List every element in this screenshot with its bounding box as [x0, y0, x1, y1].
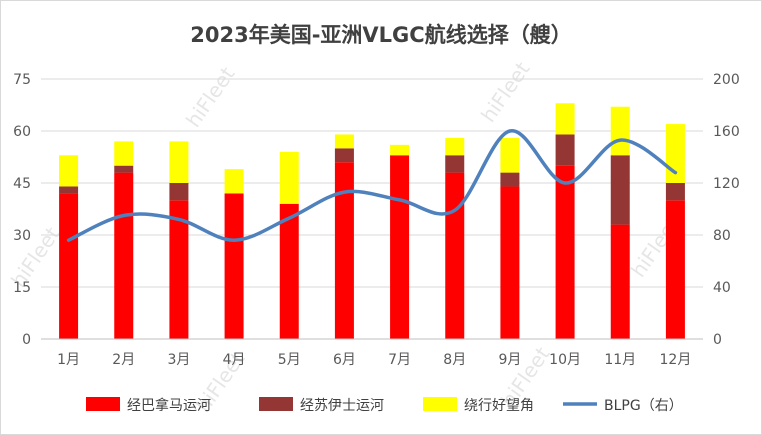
x-tick-label: 8月 — [443, 352, 466, 368]
y-right-tick-label: 80 — [713, 228, 731, 244]
y-left-tick-label: 15 — [13, 280, 31, 296]
legend-label: BLPG（右） — [604, 398, 683, 414]
y-left-tick-label: 0 — [22, 332, 31, 348]
bar-segment — [610, 155, 630, 225]
bar-segment — [500, 186, 520, 339]
y-left-tick-label: 45 — [13, 176, 31, 192]
bar-segment — [279, 151, 299, 204]
bar-segment — [445, 172, 465, 339]
x-tick-label: 12月 — [660, 352, 692, 368]
bar-segment — [500, 137, 520, 173]
y-right-tick-label: 0 — [713, 332, 722, 348]
y-left-tick-label: 60 — [13, 124, 31, 140]
x-tick-label: 3月 — [167, 352, 190, 368]
bar-segment — [224, 193, 244, 339]
legend: 经巴拿马运河 经苏伊士运河 绕行好望角 BLPG（右） — [86, 397, 683, 414]
bar-segment — [224, 169, 244, 194]
bar-segment — [114, 165, 134, 173]
bar-segment — [169, 183, 189, 201]
x-tick-label: 6月 — [333, 352, 356, 368]
bar-segment — [665, 183, 685, 201]
bar-segment — [334, 148, 354, 163]
x-tick-label: 11月 — [604, 352, 636, 368]
legend-label: 绕行好望角 — [464, 398, 534, 414]
bar-segment — [114, 172, 134, 339]
y-left-tick-label: 75 — [13, 72, 31, 88]
y-right-tick-label: 160 — [713, 124, 740, 140]
x-tick-label: 9月 — [498, 352, 521, 368]
bar-segment — [59, 186, 79, 194]
bar-segment — [334, 134, 354, 149]
bar-segment — [334, 162, 354, 339]
bar-segment — [555, 103, 575, 135]
bar-segment — [665, 200, 685, 339]
grid-layer — [41, 78, 703, 340]
x-tick-label: 7月 — [388, 352, 411, 368]
legend-label: 经苏伊士运河 — [300, 398, 384, 414]
bar-segment — [59, 193, 79, 339]
bar-segment — [169, 200, 189, 339]
x-tick-label: 4月 — [223, 352, 246, 368]
bar-segment — [610, 106, 630, 156]
y-right-tick-label: 40 — [713, 280, 731, 296]
bar-segment — [445, 137, 465, 156]
axis-layer: 0 15 30 45 60 75 0 40 80 120 160 200 1月 2月 3月 4月 5月 6月 7月 8… — [13, 72, 740, 368]
line-layer — [66, 129, 678, 242]
bar-segment — [114, 141, 134, 166]
legend-swatch — [423, 397, 457, 411]
y-left-tick-label: 30 — [13, 228, 31, 244]
bar-segment — [555, 134, 575, 166]
bar-segment — [445, 155, 465, 173]
bar-segment — [390, 155, 410, 339]
watermark-text: hiFleet — [181, 62, 240, 131]
blpg-line — [66, 129, 678, 242]
bar-segment — [390, 144, 410, 156]
bar-segment — [500, 172, 520, 187]
bar-segment — [279, 203, 299, 339]
y-right-tick-label: 200 — [713, 72, 740, 88]
bar-layer — [59, 103, 685, 339]
y-right-tick-label: 120 — [713, 176, 740, 192]
bar-segment — [169, 141, 189, 183]
legend-swatch — [259, 397, 293, 411]
bar-segment — [555, 165, 575, 339]
chart-title: 2023年美国-亚洲VLGC航线选择（艘） — [190, 23, 571, 47]
watermark-text: hiFleet — [476, 57, 535, 126]
legend-swatch — [86, 397, 120, 411]
bar-segment — [59, 155, 79, 187]
x-tick-label: 1月 — [57, 352, 80, 368]
x-tick-label: 10月 — [549, 352, 581, 368]
legend-label: 经巴拿马运河 — [127, 397, 211, 414]
bar-segment — [610, 224, 630, 339]
x-tick-label: 2月 — [112, 352, 135, 368]
x-tick-label: 5月 — [278, 352, 301, 368]
